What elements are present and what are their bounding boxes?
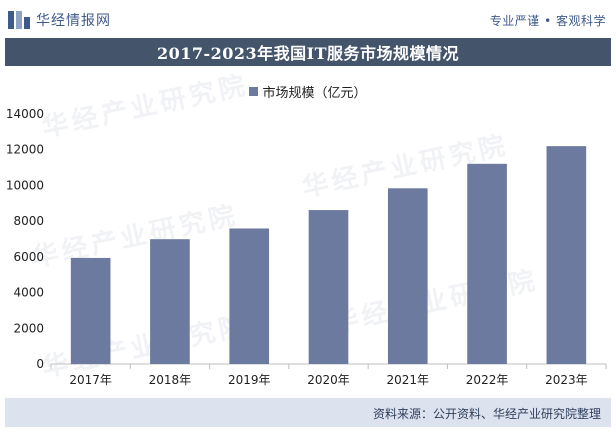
bar bbox=[308, 210, 349, 364]
y-tick-label: 6000 bbox=[13, 250, 44, 264]
brand-logo-icon bbox=[8, 9, 30, 31]
bar bbox=[467, 163, 507, 364]
y-tick-label: 12000 bbox=[6, 143, 44, 157]
legend: 市场规模（亿元） bbox=[0, 82, 616, 101]
bar bbox=[150, 239, 190, 364]
brand-name: 华经情报网 bbox=[36, 13, 111, 29]
x-tick-label: 2018年 bbox=[149, 373, 192, 387]
y-tick-label: 4000 bbox=[13, 286, 44, 300]
bar-chart: 0 2000 4000 6000 8000 10000 12000 14000 2017年 201… bbox=[6, 107, 607, 387]
x-tick-label: 2023年 bbox=[545, 373, 588, 387]
chart-title: 2017-2023年我国IT服务市场规模情况 bbox=[156, 44, 460, 63]
bar bbox=[229, 228, 270, 364]
footer: 资料来源：公开资料、华经产业研究院整理 bbox=[5, 398, 611, 427]
y-tick-label: 0 bbox=[36, 357, 44, 371]
x-tick-label: 2020年 bbox=[307, 373, 350, 387]
source-note: 资料来源：公开资料、华经产业研究院整理 bbox=[372, 407, 601, 421]
bar bbox=[387, 188, 428, 364]
legend-label: 市场规模（亿元） bbox=[262, 86, 367, 101]
chart-title-bar: 2017-2023年我国IT服务市场规模情况 bbox=[5, 38, 611, 66]
y-tick-label: 2000 bbox=[13, 321, 44, 335]
x-tick-label: 2021年 bbox=[387, 373, 430, 387]
y-tick-label: 14000 bbox=[6, 107, 44, 121]
y-tick-label: 10000 bbox=[6, 178, 44, 192]
top-bar: 华经情报网 专业严谨 • 客观科学 bbox=[0, 0, 616, 38]
x-tick-label: 2019年 bbox=[228, 373, 271, 387]
legend-swatch bbox=[249, 87, 259, 96]
tagline: 专业严谨 • 客观科学 bbox=[489, 14, 606, 28]
x-tick-label: 2022年 bbox=[466, 373, 509, 387]
brand: 华经情报网 bbox=[8, 9, 111, 31]
chart-area: 华经产业研究院 华经产业研究院 华经产业研究院 华经产业研究院 华经产业研究院 … bbox=[0, 66, 616, 396]
bar bbox=[546, 146, 587, 364]
y-tick-label: 8000 bbox=[13, 214, 44, 228]
bar bbox=[70, 257, 111, 364]
x-tick-label: 2017年 bbox=[69, 373, 112, 387]
